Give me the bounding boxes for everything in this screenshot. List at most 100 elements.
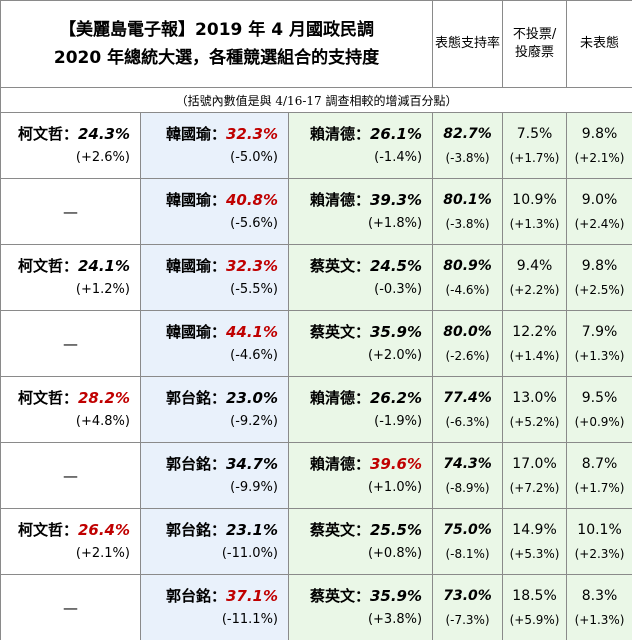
data-row: — 郭台銘：37.1% (-11.1%) 蔡英文：35.9% (+3.8%) 73.0%(…	[0, 574, 632, 640]
candidate-value: 28.2%	[77, 388, 130, 407]
stat-value: 80.9%	[443, 257, 492, 274]
change: (-3.8%)	[445, 216, 490, 231]
stat-value: 74.3%	[443, 455, 492, 472]
stat-value: 14.9%	[512, 521, 557, 538]
cell: 7.9% (+1.3%)	[566, 310, 632, 377]
note-row: （括號內數值是與 4/16-17 調查相較的增減百分點）	[0, 87, 632, 113]
data-row: — 韓國瑜：40.8% (-5.6%) 賴清德：39.3% (+1.8%) 80.1% (-…	[0, 178, 632, 245]
cell: 9.8% (+2.5%)	[566, 244, 632, 311]
candidate-value: 24.3%	[77, 124, 130, 143]
stat-value: 77.4%	[443, 389, 492, 406]
candidate-line: 賴清德：39.3%	[290, 188, 423, 212]
change: (-8.1%)	[445, 546, 490, 561]
candidate-line: 蔡英文：25.5%	[290, 518, 423, 542]
cell: 75.0% (-8.1%)	[432, 508, 504, 575]
cell: 80.0% (-2.6%)	[432, 310, 504, 377]
candidate-name: 韓國瑜：	[165, 190, 226, 209]
change: (+5.3%)	[509, 546, 560, 561]
candidate-name: 郭台銘：	[165, 388, 226, 407]
change: (+1.0%)	[367, 479, 423, 495]
candidate-line: 蔡英文：35.9%	[290, 584, 422, 608]
cell: 73.0% (-7.3%)	[432, 574, 504, 640]
cell: 74.3% (-8.9%)	[432, 442, 504, 509]
cell: 郭台銘：34.7% (-9.9%)	[140, 442, 289, 509]
stat-value: 80.1%	[443, 191, 492, 208]
candidate-name: 賴清德：	[309, 388, 370, 407]
title-cell: 【美麗島電子報】2019 年 4 月國政民調 2020 年總統大選，各種競選組合…	[0, 0, 434, 88]
candidate-line: 韓國瑜：32.3%	[142, 254, 278, 278]
change: (+1.3%)	[574, 612, 625, 627]
candidate-name: 柯文哲：	[17, 256, 78, 275]
change: (+7.2%)	[509, 480, 560, 495]
stat-value: 73.0%	[443, 587, 492, 604]
change: (-5.6%)	[230, 215, 278, 231]
change: (-11.0%)	[221, 545, 278, 561]
change: (+1.4%)	[509, 348, 560, 363]
candidate-value: 39.6%	[369, 454, 423, 473]
stat-value: 8.3%	[581, 587, 618, 604]
cell: 80.9% (-4.6%)	[432, 244, 504, 311]
candidate-value: 32.3%	[225, 124, 278, 143]
change: (+2.0%)	[367, 347, 423, 363]
change: (+1.8%)	[367, 215, 423, 231]
candidate-value: 37.1%	[225, 586, 278, 605]
candidate-line: 郭台銘：37.1%	[142, 584, 278, 608]
header-text: 表態支持率	[435, 36, 501, 51]
cell: 80.1% (-3.8%)	[432, 178, 504, 245]
change: (-2.6%)	[445, 348, 490, 363]
change: (-4.6%)	[230, 347, 278, 363]
header-cell: 表態支持率	[432, 0, 504, 88]
candidate-name: 蔡英文：	[309, 322, 370, 341]
stat-value: 9.4%	[516, 257, 553, 274]
candidate-value: 26.2%	[369, 388, 423, 407]
cell: 18.5% (+5.9%)	[502, 574, 568, 640]
candidate-name: 賴清德：	[309, 124, 370, 143]
header-text: 不投票/	[512, 27, 557, 42]
header-row: 【美麗島電子報】2019 年 4 月國政民調 2020 年總統大選，各種競選組合…	[0, 0, 632, 88]
change: (-3.8%)	[445, 150, 490, 165]
stat-value: 7.5%	[516, 125, 553, 142]
candidate-line: 郭台銘：23.0%	[142, 386, 278, 410]
change: (+2.4%)	[574, 216, 625, 231]
candidate-name: 蔡英文：	[309, 256, 370, 275]
candidate-line: 賴清德：26.1%	[290, 122, 423, 146]
candidate-value: 26.1%	[369, 124, 423, 143]
candidate-name: 郭台銘：	[165, 520, 226, 539]
candidate-value: 34.7%	[225, 454, 278, 473]
change: (-1.4%)	[374, 149, 423, 165]
stat-value: 10.1%	[577, 521, 622, 538]
change: (+1.3%)	[574, 348, 625, 363]
cell: 柯文哲：26.4% (+2.1%)	[0, 508, 141, 575]
stat-value: 10.9%	[512, 191, 557, 208]
stat-value: 8.7%	[581, 455, 618, 472]
candidate-line: 賴清德：39.6%	[290, 452, 423, 476]
change: (-4.6%)	[445, 282, 490, 297]
candidate-line: 蔡英文：35.9%	[290, 320, 422, 344]
candidate-name: 柯文哲：	[17, 520, 78, 539]
change: (-11.1%)	[221, 611, 278, 627]
candidate-value: 24.1%	[77, 256, 130, 275]
cell: 7.5% (+1.7%)	[502, 112, 568, 179]
change: (+1.7%)	[509, 150, 560, 165]
cell: 柯文哲：24.3% (+2.6%)	[0, 112, 141, 179]
change: (+2.3%)	[574, 546, 625, 561]
stat-value: 13.0%	[512, 389, 557, 406]
data-row: — 韓國瑜：44.1% (-4.6%) 蔡英文：35.9% (+2.0%) 80.0% (-…	[0, 310, 632, 377]
data-row: 柯文哲：28.2% (+4.8%) 郭台銘：23.0% (-9.2%) 賴清德：26.2…	[0, 376, 632, 443]
change: (+2.1%)	[574, 150, 625, 165]
candidate-line: 柯文哲：24.1%	[2, 254, 130, 278]
title-line: 【美麗島電子報】2019 年 4 月國政民調	[59, 20, 374, 40]
cell: 柯文哲：28.2% (+4.8%)	[0, 376, 141, 443]
header-cell: 不投票/投廢票	[502, 0, 568, 88]
cell: 賴清德：39.6% (+1.0%)	[287, 442, 434, 509]
cell: 82.7% (-3.8%)	[432, 112, 504, 179]
cell: 柯文哲：24.1% (+1.2%)	[0, 244, 141, 311]
change: (-9.9%)	[230, 479, 278, 495]
candidate-value: 25.5%	[369, 520, 423, 539]
stat-value: 9.5%	[581, 389, 618, 406]
change: (+1.7%)	[574, 480, 625, 495]
change: (+1.3%)	[509, 216, 560, 231]
candidate-value: 39.3%	[369, 190, 423, 209]
change: (+1.2%)	[75, 281, 130, 297]
